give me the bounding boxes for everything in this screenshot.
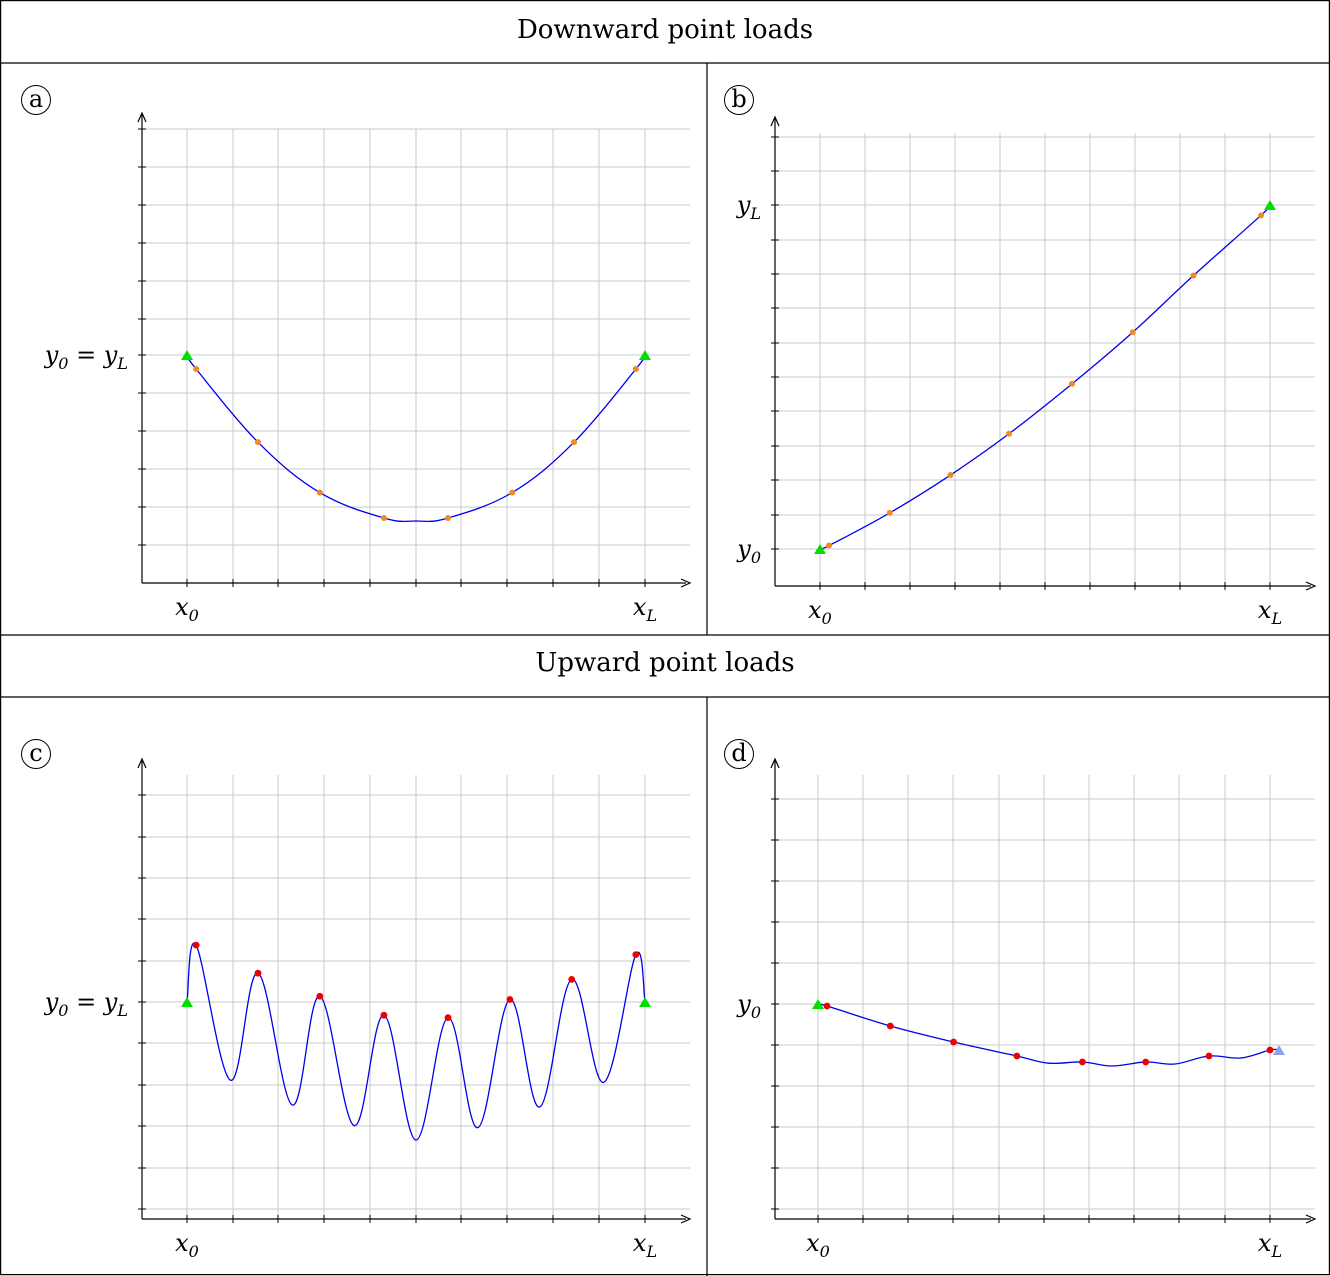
load-point: [1129, 329, 1136, 336]
x-axis-arrow: [1305, 581, 1317, 591]
load-point: [571, 439, 578, 446]
chart-a: x0 xL y0 = yL: [44, 111, 692, 625]
chart-panel-a: a x0 xL y0 = yL: [0, 63, 707, 635]
axes-c: [137, 757, 692, 1224]
load-point: [1069, 380, 1075, 387]
chart-c: x0 xL y0 = yL: [44, 757, 692, 1261]
load-point: [1079, 1058, 1086, 1066]
axes-d: [770, 757, 1317, 1224]
load-point: [632, 951, 640, 959]
y-axis-arrow: [770, 115, 780, 127]
load-point: [1006, 430, 1012, 437]
panel-badge-c: c: [21, 739, 51, 769]
support-marker: [639, 350, 651, 360]
ticks-c: [138, 794, 646, 1223]
support-marker: [814, 544, 826, 554]
load-point: [509, 489, 516, 496]
grid-c: [142, 775, 690, 1219]
x-tick-label: xL: [1258, 1229, 1282, 1261]
chart-panel-c: c x0 xL y0 = yL: [0, 697, 707, 1276]
support-marker: [181, 350, 193, 360]
load-point: [568, 975, 576, 983]
deflection-curve: [186, 354, 646, 523]
ticks-a: [138, 128, 646, 587]
load-point: [886, 509, 893, 516]
load-point: [316, 489, 323, 496]
load-point: [1266, 1046, 1274, 1054]
load-point: [1013, 1052, 1021, 1060]
load-point: [826, 542, 832, 549]
x-tick-label: xL: [633, 1229, 657, 1261]
x-tick-label: xL: [1258, 596, 1282, 628]
panel-badge-d: d: [724, 739, 754, 769]
support-marker: [639, 997, 651, 1007]
y-tick-label: yL: [736, 191, 761, 223]
chart-panel-b: b x0 xL y0 yL: [707, 63, 1330, 635]
header-upward: Upward point loads: [535, 648, 795, 678]
chart-d: x0 xL y0: [736, 757, 1317, 1261]
load-point: [380, 1011, 388, 1019]
load-point: [380, 514, 387, 521]
y-tick-label: y0 = yL: [44, 988, 128, 1020]
panel-badge-a: a: [21, 85, 51, 115]
load-point: [1205, 1052, 1213, 1060]
axes-b: [770, 115, 1317, 591]
x-tick-label: x0: [175, 593, 199, 625]
load-point: [254, 969, 262, 977]
load-point: [445, 514, 452, 521]
load-point: [192, 941, 200, 949]
y-tick-label: y0: [736, 990, 761, 1022]
y-tick-label: y0 = yL: [44, 341, 128, 373]
panel-badge-b: b: [724, 85, 754, 115]
load-point: [1190, 272, 1197, 279]
x-axis-arrow: [1305, 1214, 1317, 1224]
load-point: [1258, 212, 1264, 219]
support-marker: [1273, 1045, 1286, 1055]
load-point: [947, 472, 954, 479]
support-marker: [1264, 200, 1276, 210]
ticks-d: [771, 798, 1271, 1223]
load-point: [254, 439, 261, 446]
y-axis-arrow: [137, 757, 147, 769]
load-point: [506, 996, 514, 1003]
y-axis-arrow: [137, 111, 147, 123]
load-point: [444, 1014, 452, 1022]
load-point: [886, 1022, 894, 1030]
grid-b: [775, 133, 1315, 586]
ticks-b: [771, 136, 1271, 590]
y-tick-label: y0: [736, 535, 761, 567]
x-tick-label: x0: [806, 1229, 830, 1261]
support-marker: [181, 997, 193, 1007]
load-point: [1142, 1058, 1150, 1066]
axes-a: [137, 111, 692, 588]
chart-panel-d: d x0 xL y0: [707, 697, 1330, 1276]
deflection-curve: [819, 204, 1271, 551]
load-point: [823, 1002, 831, 1010]
load-point: [316, 992, 324, 1000]
load-point: [950, 1038, 957, 1046]
load-point: [193, 366, 200, 373]
grid-d: [775, 775, 1315, 1219]
x-tick-label: xL: [633, 593, 657, 625]
x-axis-arrow: [680, 1214, 692, 1224]
y-axis-arrow: [770, 757, 780, 769]
x-tick-label: x0: [175, 1229, 199, 1261]
grid-a: [142, 128, 690, 583]
support-marker: [812, 999, 824, 1009]
chart-b: x0 xL y0 yL: [736, 115, 1317, 628]
x-tick-label: x0: [808, 596, 832, 628]
load-point: [632, 366, 639, 373]
x-axis-arrow: [680, 578, 692, 588]
header-downward: Downward point loads: [516, 15, 814, 45]
